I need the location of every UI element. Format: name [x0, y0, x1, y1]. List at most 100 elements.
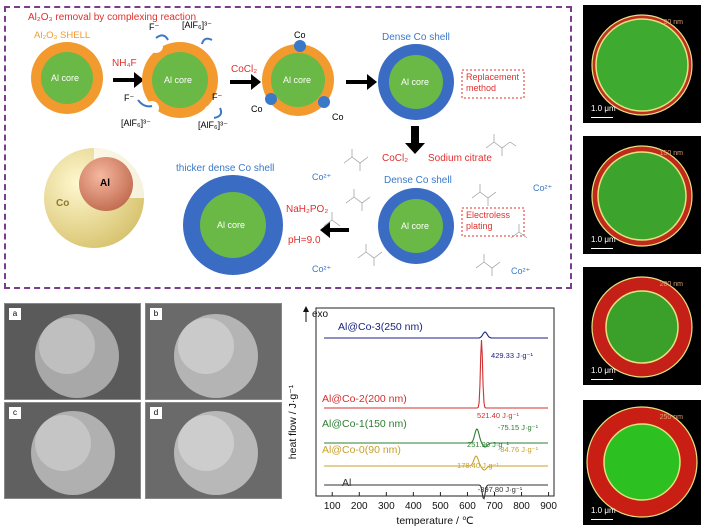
peak-annotation: 429.33 J·g⁻¹ — [491, 351, 533, 360]
peak-annotation: 251.90 J·g⁻¹ — [467, 440, 509, 449]
arrow-2 — [230, 74, 261, 90]
series-name: Al@Co-0(90 nm) — [322, 444, 401, 456]
co2-ion-1: Co²⁺ — [312, 172, 332, 182]
co2-ion-2: Co²⁺ — [533, 183, 553, 193]
series-line — [324, 339, 548, 409]
sem-tag-d: d — [150, 407, 162, 419]
co-label-2: Co — [251, 104, 263, 114]
ph-label: pH=9.0 — [288, 235, 321, 246]
core-label-2: Al core — [164, 75, 193, 85]
tem-label-3: 200 nm — [659, 281, 683, 288]
x-tick-label: 200 — [351, 501, 368, 512]
thicker-shell-label: thicker dense Co shell — [176, 163, 275, 174]
tem-scale-bar-1 — [591, 116, 613, 118]
x-tick-label: 400 — [405, 501, 422, 512]
series-name: Al@Co-2(200 nm) — [322, 393, 407, 405]
cocl2-label: CoCl₂ — [231, 64, 258, 75]
tem-scale-bar-3 — [591, 378, 613, 380]
tem-image-2: 150 nm 1.0 μm — [583, 136, 701, 254]
tem-scale-1: 1.0 μm — [591, 104, 616, 113]
al-core-3 — [271, 53, 325, 107]
tem-label-4: 250 nm — [659, 414, 683, 421]
co-label-1: Co — [294, 30, 306, 40]
sphere-co-label: Co — [56, 198, 70, 209]
co2-ion-3: Co²⁺ — [312, 264, 332, 274]
nh4f-label: NH₄F — [112, 58, 137, 69]
replacement-label: Replacement method — [466, 72, 520, 93]
peak-annotation: 521.40 J·g⁻¹ — [477, 411, 519, 420]
arrow-1 — [113, 72, 144, 88]
series-line — [324, 428, 548, 448]
series-name: Al — [342, 477, 351, 489]
sem-image-a: a — [4, 303, 141, 400]
down-arrow — [405, 126, 425, 154]
sem-image-d: d — [145, 402, 282, 499]
tem-image-3: 200 nm 1.0 μm — [583, 267, 701, 385]
al-core-6 — [200, 192, 266, 258]
y-axis-label: heat flow / J·g⁻¹ — [287, 384, 299, 459]
tem-scale-2: 1.0 μm — [591, 235, 616, 244]
sem-tag-c: c — [9, 407, 21, 419]
tem-scale-4: 1.0 μm — [591, 506, 616, 515]
peak-annotation-2: -75.15 J·g⁻¹ — [498, 423, 539, 432]
x-tick-label: 600 — [459, 501, 476, 512]
peak-annotation-2: -84.76 J·g⁻¹ — [498, 445, 539, 454]
series-name: Al@Co-3(250 nm) — [338, 321, 423, 333]
left-arrow — [320, 222, 349, 238]
series-line — [324, 455, 548, 471]
co-label-3: Co — [332, 112, 344, 122]
tem-image-4: 250 nm 1.0 μm — [583, 400, 701, 525]
series-line — [324, 331, 548, 339]
dense-shell-label: Dense Co shell — [382, 32, 450, 43]
fluoride-ion-3: F⁻ — [212, 92, 223, 102]
schematic-title: Al₂O₃ removal by complexing reaction — [28, 12, 197, 23]
al-core-1 — [41, 52, 93, 104]
plot-frame — [315, 307, 555, 497]
cutaway-core — [79, 157, 133, 211]
fluoride-ion-1: F⁻ — [149, 22, 160, 32]
al-core-4 — [389, 55, 443, 109]
tem-label-2: 150 nm — [659, 150, 683, 157]
peak-annotation: 178.40 J·g⁻¹ — [457, 461, 499, 470]
sem-image-b: b — [145, 303, 282, 400]
x-tick-label: 800 — [513, 501, 530, 512]
tem-image-1: 90 nm 1.0 μm — [583, 5, 701, 123]
core-label-5: Al core — [401, 221, 430, 231]
x-axis-label: temperature / ℃ — [396, 515, 473, 527]
x-tick-label: 100 — [324, 501, 341, 512]
shell-label: Al₂O₃ SHELL — [34, 30, 91, 41]
sodium-citrate-label: Sodium citrate — [428, 153, 492, 164]
sem-tag-b: b — [150, 308, 162, 320]
series-line — [324, 484, 548, 500]
tem-label-1: 90 nm — [663, 19, 683, 26]
dense-shell-label-2: Dense Co shell — [384, 175, 452, 186]
core-label-4: Al core — [401, 77, 430, 87]
x-tick-label: 500 — [432, 501, 449, 512]
fluoride-ion-2: F⁻ — [124, 93, 135, 103]
tem-scale-3: 1.0 μm — [591, 366, 616, 375]
x-tick-label: 900 — [540, 501, 557, 512]
al-core-5 — [389, 199, 443, 253]
tem-scale-bar-4 — [591, 518, 613, 520]
schematic-panel: Al₂O₃ removal by complexing reaction Al₂… — [4, 6, 572, 289]
nah2po2-label: NaH₂PO₂ — [286, 204, 329, 215]
sphere-al-label: Al — [100, 178, 110, 189]
co2-ion-4: Co²⁺ — [511, 266, 531, 276]
alf6-ion-1: [AlF₆]³⁻ — [182, 20, 212, 30]
sem-tag-a: a — [9, 308, 21, 320]
citrate-molecules — [323, 134, 528, 276]
sem-image-c: c — [4, 402, 141, 499]
core-label-1: Al core — [51, 73, 80, 83]
x-tick-label: 300 — [378, 501, 395, 512]
al-core-2 — [152, 52, 208, 108]
alf6-ion-3: [AlF₆]³⁻ — [198, 120, 228, 130]
cocl2-label-2: CoCl₂ — [382, 153, 409, 164]
arrow-3 — [346, 74, 377, 90]
x-tick-label: 700 — [486, 501, 503, 512]
peak-annotation: -397.80 J·g⁻¹ — [478, 485, 523, 494]
dsc-chart: 100 200 300 400 500 600 700 800 900 temperature /… — [287, 306, 557, 527]
tem-scale-bar-2 — [591, 247, 613, 249]
series-name: Al@Co-1(150 nm) — [322, 418, 407, 430]
electroless-label: Electroless plating — [466, 210, 511, 231]
schematic-drawing — [31, 34, 528, 276]
